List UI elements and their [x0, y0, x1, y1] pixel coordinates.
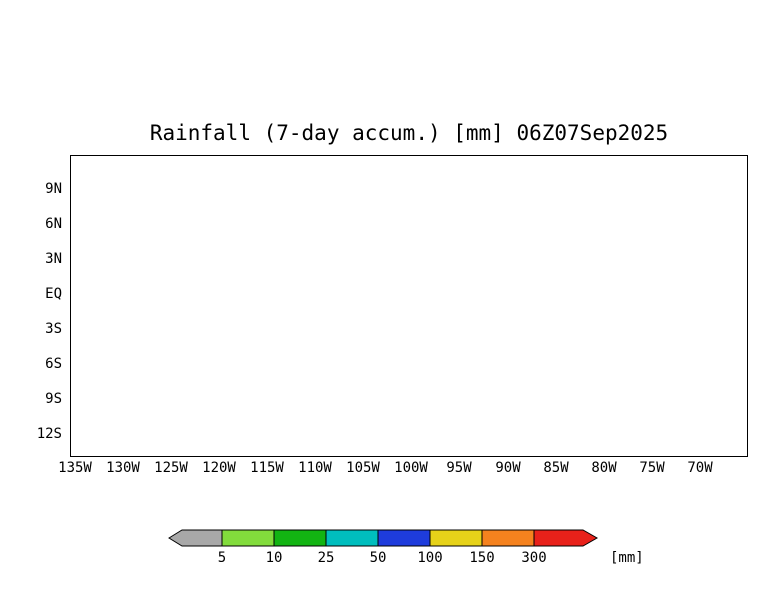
colorbar-tick-label: 100 [417, 550, 443, 566]
lat-tick-label: 6S [45, 356, 62, 372]
lon-tick-label: 110W [298, 460, 332, 476]
colorbar-tick-label: 25 [317, 550, 335, 566]
lat-tick-label: EQ [45, 286, 62, 302]
lon-tick-label: 125W [154, 460, 188, 476]
colorbar-tick-label: 300 [521, 550, 547, 566]
lon-tick-label: 85W [543, 460, 569, 476]
colorbar-tick-label: 10 [265, 550, 283, 566]
lon-tick-label: 115W [250, 460, 284, 476]
colorbar-tick-label: 150 [469, 550, 495, 566]
lon-tick-label: 135W [58, 460, 92, 476]
colorbar-tick-label: 50 [369, 550, 387, 566]
plot-title: Rainfall (7-day accum.) [mm] 06Z07Sep202… [149, 121, 669, 145]
lat-tick-label: 3N [45, 251, 62, 267]
lon-tick-label: 105W [346, 460, 380, 476]
colorbar-scale [168, 529, 599, 547]
colorbar-seg-25-50 [325, 529, 379, 547]
colorbar-seg-10-25 [273, 529, 327, 547]
lon-tick-label: 75W [639, 460, 665, 476]
lat-tick-label: 3S [45, 321, 62, 337]
lon-tick-label: 90W [495, 460, 521, 476]
colorbar-seg-5-10 [221, 529, 275, 547]
map-frame [70, 155, 748, 457]
colorbar-arrow-low [168, 529, 223, 547]
lat-tick-label: 6N [45, 216, 62, 232]
lon-tick-label: 95W [446, 460, 472, 476]
lon-tick-label: 80W [591, 460, 617, 476]
colorbar-seg-150-300 [481, 529, 535, 547]
rainfall-field-canvas [71, 156, 747, 456]
colorbar-tick-label: 5 [217, 550, 227, 566]
lat-tick-label: 12S [36, 426, 62, 442]
lat-tick-label: 9S [45, 391, 62, 407]
lon-tick-label: 70W [687, 460, 713, 476]
colorbar-units-label: [mm] [610, 550, 644, 566]
colorbar-seg-50-100 [377, 529, 431, 547]
lon-tick-label: 100W [394, 460, 428, 476]
colorbar-seg-100-150 [429, 529, 483, 547]
colorbar-arrow-high [533, 529, 599, 547]
lon-tick-label: 120W [202, 460, 236, 476]
lon-tick-label: 130W [106, 460, 140, 476]
colorbar: 5 10 25 50 100 150 300 [mm] [168, 529, 728, 573]
lat-tick-label: 9N [45, 181, 62, 197]
